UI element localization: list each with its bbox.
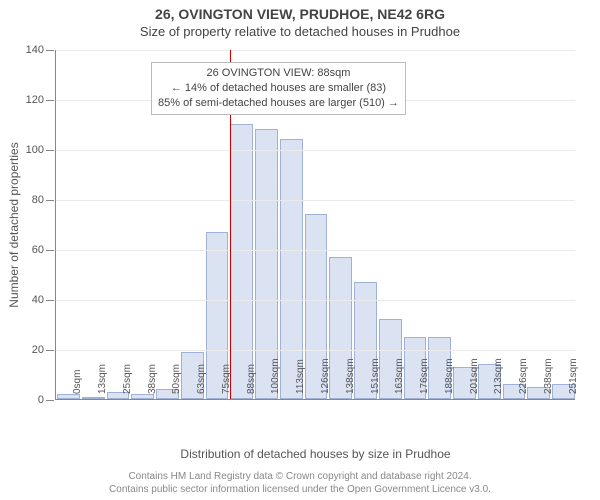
annotation-line2: ← 14% of detached houses are smaller (83… [158,81,399,96]
bar [82,397,105,399]
x-tick-label: 75sqm [221,364,232,394]
plot-frame: Number of detached properties 0204060801… [55,50,575,400]
x-tick-label: 0sqm [72,370,83,394]
y-tick [46,150,54,151]
gridline [56,250,575,251]
gridline [56,150,575,151]
x-tick-label: 176sqm [419,358,430,394]
x-tick-label: 88sqm [246,364,257,394]
y-tick [46,400,54,401]
y-tick [46,350,54,351]
y-tick-label: 140 [26,44,44,56]
x-axis-label: Distribution of detached houses by size … [56,447,575,461]
x-tick-label: 126sqm [320,358,331,394]
y-tick [46,50,54,51]
x-tick-label: 251sqm [568,358,579,394]
footer-line1: Contains HM Land Registry data © Crown c… [0,470,600,483]
footer: Contains HM Land Registry data © Crown c… [0,470,600,496]
gridline [56,350,575,351]
plot-area: Number of detached properties 0204060801… [55,50,575,400]
chart-subtitle: Size of property relative to detached ho… [0,22,600,39]
y-tick-label: 60 [32,244,44,256]
footer-line2: Contains public sector information licen… [0,483,600,496]
annotation-line3: 85% of semi-detached houses are larger (… [158,96,399,111]
x-tick-label: 138sqm [345,358,356,394]
x-tick-label: 38sqm [147,364,158,394]
bar [57,394,80,399]
x-tick-label: 226sqm [518,358,529,394]
y-tick [46,250,54,251]
annotation-box: 26 OVINGTON VIEW: 88sqm ← 14% of detache… [151,62,406,115]
y-tick-label: 100 [26,144,44,156]
y-tick-label: 20 [32,344,44,356]
annotation-line1: 26 OVINGTON VIEW: 88sqm [158,66,399,81]
y-tick [46,100,54,101]
gridline [56,300,575,301]
x-tick-label: 113sqm [295,359,306,394]
x-tick-label: 13sqm [97,364,108,394]
x-tick-label: 50sqm [171,364,182,394]
y-tick-label: 80 [32,194,44,206]
chart-container: 26, OVINGTON VIEW, PRUDHOE, NE42 6RG Siz… [0,0,600,500]
bar [131,394,154,399]
x-tick-label: 201sqm [469,358,480,394]
y-axis-label: Number of detached properties [7,142,21,307]
x-tick-label: 100sqm [270,358,281,394]
chart-title: 26, OVINGTON VIEW, PRUDHOE, NE42 6RG [0,0,600,22]
x-tick-label: 25sqm [122,364,133,394]
y-tick [46,200,54,201]
y-tick-label: 120 [26,94,44,106]
bar [230,124,253,399]
y-tick-label: 40 [32,294,44,306]
x-tick-label: 163sqm [394,358,405,394]
gridline [56,200,575,201]
y-tick [46,300,54,301]
x-tick-label: 213sqm [493,358,504,394]
x-tick-label: 238sqm [543,358,554,394]
gridline [56,50,575,51]
x-tick-label: 151sqm [370,358,381,394]
x-tick-label: 188sqm [444,358,455,394]
y-tick-label: 0 [38,394,44,406]
x-tick-label: 63sqm [196,364,207,394]
